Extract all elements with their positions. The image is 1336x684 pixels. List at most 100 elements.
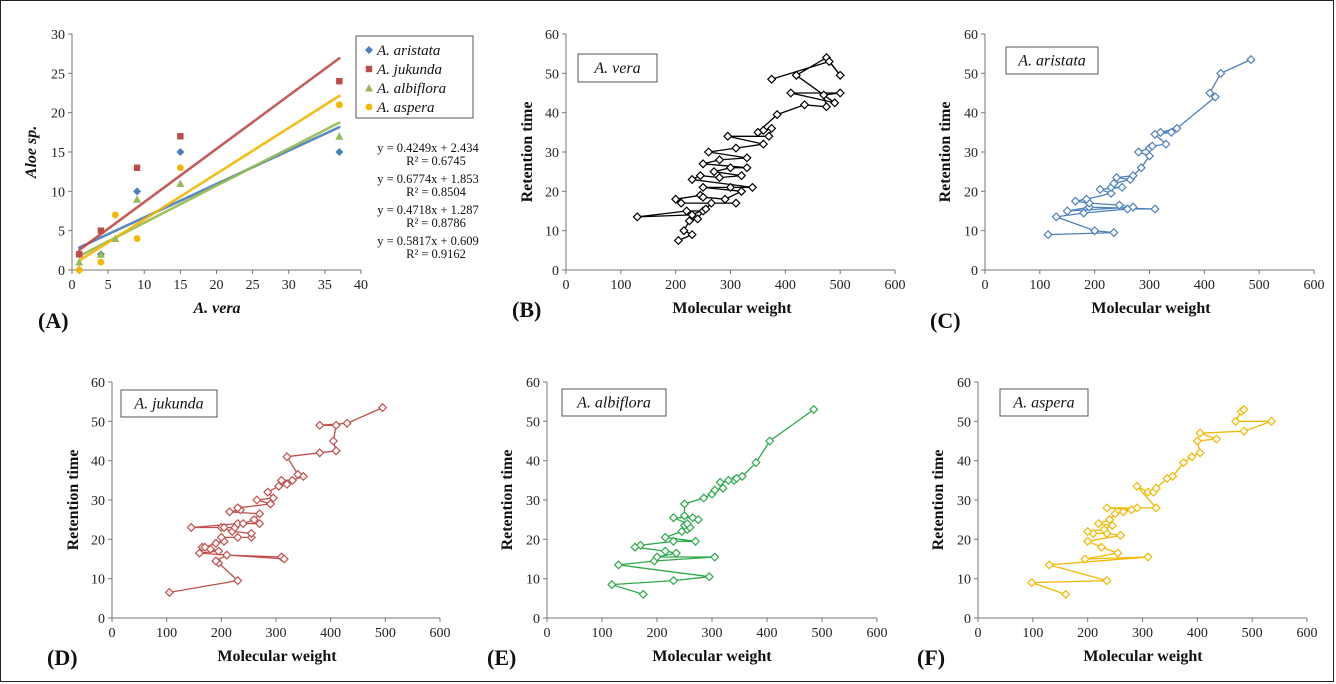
data-point (97, 227, 105, 234)
data-point (1095, 184, 1105, 195)
x-tick-label: 300 (1139, 278, 1160, 293)
panel-d-line-chart: 0 100 200 300 400 500 600 0 10 20 30 40 50 60 Molecula… (47, 376, 451, 670)
data-point (681, 206, 692, 216)
data-point (671, 194, 681, 204)
x-tick-label: 500 (830, 278, 851, 293)
y-axis-title: Retention time (937, 102, 954, 203)
series-line (611, 408, 815, 596)
trend-equation: y = 0.4249x + 2.434 (377, 141, 479, 155)
data-point (1080, 554, 1090, 564)
x-tick-label: 600 (885, 278, 906, 293)
y-tick-label: 20 (964, 185, 978, 200)
data-point (1117, 182, 1127, 193)
species-label-box (120, 389, 218, 418)
data-point (1128, 202, 1138, 212)
x-tick-label: 35 (318, 278, 332, 293)
data-point (701, 204, 711, 214)
data-point (687, 174, 697, 185)
data-point (1161, 139, 1171, 149)
data-point (133, 235, 141, 242)
panel-label: (A) (38, 308, 69, 333)
data-point (736, 170, 747, 181)
x-tick-label: 30 (282, 278, 296, 293)
y-tick-label: 60 (526, 376, 540, 391)
data-point (1192, 436, 1202, 446)
data-point (660, 532, 670, 543)
data-point (652, 552, 662, 562)
data-point (111, 234, 120, 243)
panel-f-line-chart: 0 100 200 300 400 500 600 0 10 20 30 40 50 60 Molecula… (917, 376, 1318, 670)
data-point (96, 250, 105, 258)
y-tick-label: 10 (51, 185, 65, 200)
data-point (706, 198, 716, 208)
data-point (698, 159, 708, 169)
y-tick-label: 30 (526, 494, 540, 509)
data-point (238, 518, 248, 529)
y-tick-label: 60 (964, 28, 978, 43)
data-point (1109, 227, 1119, 238)
x-tick-label: 20 (210, 278, 224, 293)
x-axis-title: Molecular weight (1091, 300, 1211, 317)
y-tick-label: 0 (98, 612, 105, 627)
data-point (1044, 560, 1054, 570)
data-point (265, 499, 276, 509)
x-tick-label: 15 (173, 278, 187, 293)
data-point (331, 420, 341, 430)
data-point (1104, 515, 1115, 525)
data-point (133, 164, 141, 171)
y-tick-label: 40 (526, 455, 540, 470)
data-point (703, 147, 714, 157)
data-point (76, 251, 83, 258)
data-point (335, 132, 344, 140)
data-point (1239, 426, 1249, 436)
data-point (216, 532, 226, 543)
y-axis-title: Retention time (65, 450, 82, 551)
data-point (660, 546, 670, 556)
data-point (710, 485, 720, 495)
y-tick-label: 30 (964, 146, 978, 161)
data-point (710, 552, 720, 562)
data-point (1113, 548, 1123, 558)
data-point (133, 187, 142, 196)
x-tick-label: 400 (320, 626, 341, 641)
data-point (219, 522, 229, 533)
y-tick-label: 10 (91, 573, 105, 588)
data-point (224, 507, 235, 517)
data-point (1132, 481, 1142, 491)
x-tick-label: 500 (1242, 626, 1263, 641)
trend-equation: y = 0.6774x + 1.853 (377, 172, 479, 186)
data-point (249, 515, 259, 525)
data-point (714, 155, 725, 165)
x-tick-label: 400 (757, 626, 778, 641)
data-point (687, 229, 697, 240)
y-tick-label: 50 (964, 67, 978, 82)
data-point (111, 211, 119, 219)
x-tick-label: 100 (1022, 626, 1043, 641)
data-point (747, 182, 758, 193)
x-tick-label: 200 (665, 278, 686, 293)
y-tick-label: 50 (545, 67, 559, 82)
x-tick-label: 500 (375, 626, 396, 641)
y-tick-label: 0 (971, 264, 978, 279)
data-point (233, 503, 243, 513)
data-point (766, 74, 777, 84)
data-point (1166, 127, 1177, 137)
data-point (830, 98, 840, 108)
species-label-box (999, 388, 1089, 417)
y-tick-label: 30 (91, 494, 105, 509)
panel-b-line-chart: 0 100 200 300 400 500 600 0 10 20 30 40 50 60 Molecula… (512, 28, 906, 322)
data-point (75, 266, 83, 274)
data-point (1239, 404, 1249, 415)
panel-e-line-chart: 0 100 200 300 400 500 600 0 10 20 30 40 50 60 Molecula… (487, 376, 888, 670)
data-point (176, 179, 185, 187)
data-point (632, 212, 642, 222)
trend-equation: y = 0.5817x + 0.609 (377, 234, 479, 248)
y-tick-label: 30 (51, 28, 65, 43)
species-label-box (561, 388, 667, 417)
x-tick-label: 500 (812, 626, 833, 641)
data-point (331, 446, 341, 456)
y-tick-label: 50 (957, 415, 971, 430)
data-point (1090, 226, 1100, 236)
y-tick-label: 10 (526, 573, 540, 588)
data-point (211, 556, 221, 566)
